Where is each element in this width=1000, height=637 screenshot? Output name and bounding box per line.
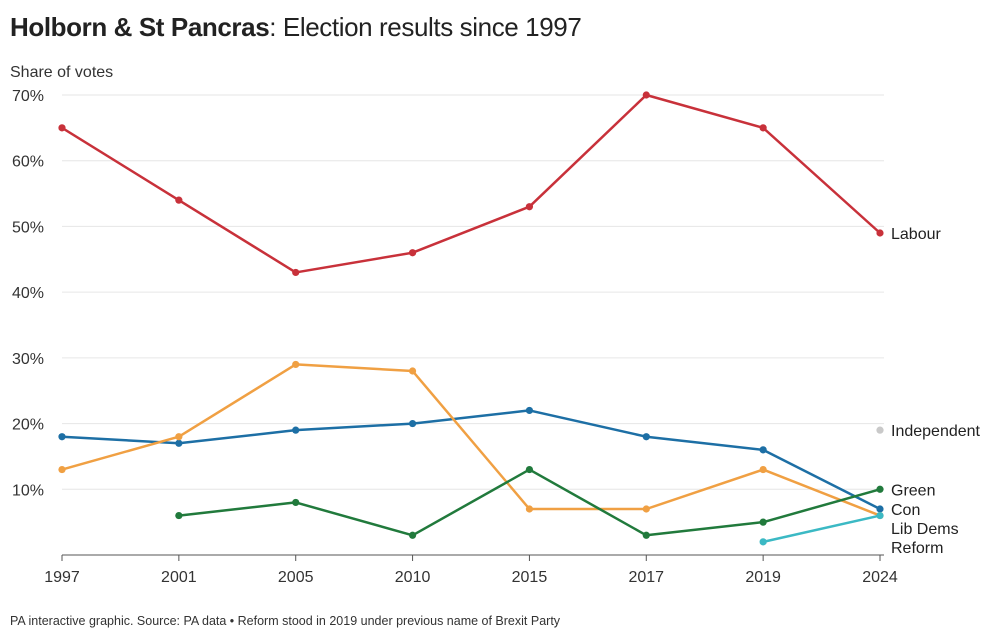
y-tick-label: 40%: [12, 285, 44, 302]
data-point-con: [58, 433, 66, 441]
data-point-lib-dems: [408, 367, 417, 375]
data-point-green: [408, 531, 417, 539]
series-group: [58, 91, 884, 546]
series-con: [58, 406, 884, 513]
data-point-con: [525, 406, 534, 415]
data-point-con: [175, 439, 183, 447]
y-tick-label: 20%: [12, 417, 44, 434]
data-point-lib-dems: [292, 360, 300, 369]
y-tick-label: 60%: [12, 154, 44, 171]
data-point-green: [292, 498, 300, 507]
data-point-lib-dems: [642, 505, 650, 513]
x-tick-label: 1997: [44, 569, 80, 586]
data-point-labour: [525, 203, 534, 211]
series-label-labour: Labour: [891, 226, 941, 243]
x-tick-label: 2017: [628, 569, 664, 586]
title-rest: : Election results since 1997: [269, 12, 582, 42]
series-label-con: Con: [891, 502, 920, 519]
x-tick-label: 2024: [862, 569, 898, 586]
data-point-reform: [876, 511, 884, 520]
data-point-green: [759, 518, 767, 526]
series-reform: [759, 511, 884, 546]
data-point-labour: [58, 124, 66, 132]
chart-title: Holborn & St Pancras: Election results s…: [10, 12, 582, 43]
data-point-green: [876, 485, 884, 493]
data-point-con: [292, 426, 300, 434]
data-point-con: [408, 419, 417, 428]
series-green: [175, 465, 884, 539]
data-point-labour: [759, 124, 767, 132]
x-tick-label: 2001: [161, 569, 197, 586]
data-point-labour: [292, 268, 300, 277]
series-lib-dems: [58, 360, 884, 520]
series-labour: [58, 91, 884, 277]
series-line-green: [178, 468, 881, 537]
data-point-con: [759, 446, 767, 454]
axes: 10% 20% 30% 40% 50% 60% 70% 1997 2001 2005 2010 201…: [12, 88, 898, 586]
data-point-lib-dems: [759, 465, 767, 474]
data-point-independent: [876, 426, 884, 434]
data-point-green: [642, 531, 650, 539]
series-line-reform: [762, 514, 881, 544]
series-label-independent: Independent: [891, 423, 981, 440]
y-tick-label: 10%: [12, 482, 44, 499]
x-tick-label: 2019: [745, 569, 781, 586]
data-point-labour: [408, 249, 417, 257]
data-point-green: [175, 511, 183, 520]
data-point-con: [642, 433, 650, 441]
y-tick-label: 50%: [12, 219, 44, 236]
series-label-green: Green: [891, 482, 935, 499]
data-point-labour: [876, 229, 884, 237]
data-point-lib-dems: [175, 433, 183, 441]
grid-lines: [62, 94, 884, 490]
data-point-green: [525, 465, 534, 474]
source-note: PA interactive graphic. Source: PA data …: [10, 614, 561, 628]
series-label-reform: Reform: [891, 540, 943, 557]
y-tick-label: 30%: [12, 351, 44, 368]
series-line-lib-dems: [61, 363, 881, 517]
x-tick-label: 2005: [278, 569, 314, 586]
series-line-labour: [61, 93, 881, 274]
data-point-lib-dems: [525, 505, 534, 513]
data-point-labour: [175, 196, 183, 204]
series-labels: Labour Independent Green Con Lib Dems Reform: [891, 226, 981, 557]
y-axis-title: Share of votes: [10, 64, 114, 81]
series-line-con: [61, 409, 881, 511]
x-tick-label: 2015: [512, 569, 548, 586]
data-point-lib-dems: [58, 465, 66, 474]
data-point-reform: [759, 538, 767, 546]
series-label-lib-dems: Lib Dems: [891, 521, 959, 538]
y-tick-label: 70%: [12, 88, 44, 105]
data-point-labour: [642, 91, 650, 99]
x-tick-label: 2010: [395, 569, 431, 586]
data-point-con: [876, 505, 884, 513]
title-place: Holborn & St Pancras: [10, 12, 270, 42]
series-independent: [876, 426, 884, 434]
